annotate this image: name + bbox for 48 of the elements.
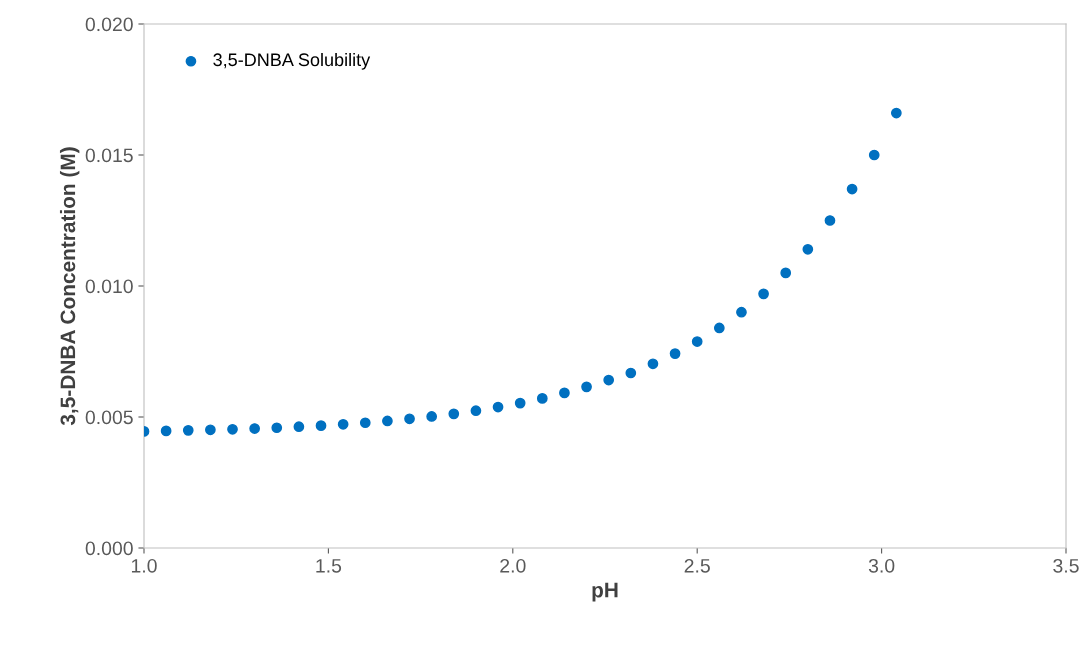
point bbox=[249, 423, 260, 434]
y-tick-label: 0.005 bbox=[85, 410, 133, 425]
x-tick-label: 3.5 bbox=[1053, 558, 1079, 573]
point bbox=[293, 421, 305, 433]
y-tick-label: 0.020 bbox=[85, 17, 133, 32]
point bbox=[271, 422, 283, 434]
point bbox=[337, 418, 349, 430]
x-tick-label: 2.0 bbox=[500, 558, 526, 573]
x-tick-label: 1.5 bbox=[316, 559, 342, 573]
y-tick-label: 0.000 bbox=[85, 541, 133, 556]
x-tick-label: 2.5 bbox=[684, 558, 710, 573]
point bbox=[802, 243, 814, 255]
point bbox=[868, 149, 880, 161]
x-tick-label: 3.0 bbox=[868, 558, 895, 573]
point bbox=[647, 358, 659, 370]
point bbox=[448, 408, 460, 420]
x-tick-label: 1.0 bbox=[131, 558, 157, 573]
y-tick-label: 0.010 bbox=[85, 279, 133, 294]
point bbox=[227, 423, 238, 435]
legend-label: 3,5-DNBA Solubility bbox=[213, 52, 371, 70]
y-tick-label: 0.015 bbox=[85, 148, 133, 163]
point bbox=[669, 348, 681, 359]
point bbox=[559, 387, 570, 399]
point bbox=[404, 413, 415, 425]
point bbox=[426, 411, 438, 422]
point bbox=[470, 405, 482, 417]
point bbox=[691, 336, 703, 347]
point bbox=[514, 397, 526, 409]
y-axis-title: 3,5-DNBA Concentration (M) bbox=[59, 147, 80, 426]
point bbox=[382, 415, 393, 427]
x-axis-title: pH bbox=[592, 582, 618, 602]
point bbox=[736, 306, 747, 318]
point bbox=[315, 420, 327, 431]
point bbox=[205, 424, 216, 436]
point bbox=[359, 417, 371, 429]
point bbox=[713, 322, 725, 334]
point bbox=[846, 183, 858, 195]
point bbox=[581, 381, 592, 393]
point bbox=[536, 393, 548, 404]
point bbox=[160, 425, 172, 437]
point bbox=[890, 107, 902, 119]
point bbox=[824, 215, 836, 226]
point bbox=[182, 425, 194, 436]
point bbox=[625, 367, 637, 379]
point bbox=[603, 374, 615, 386]
point bbox=[780, 267, 792, 279]
point bbox=[758, 288, 769, 300]
point bbox=[492, 401, 504, 413]
